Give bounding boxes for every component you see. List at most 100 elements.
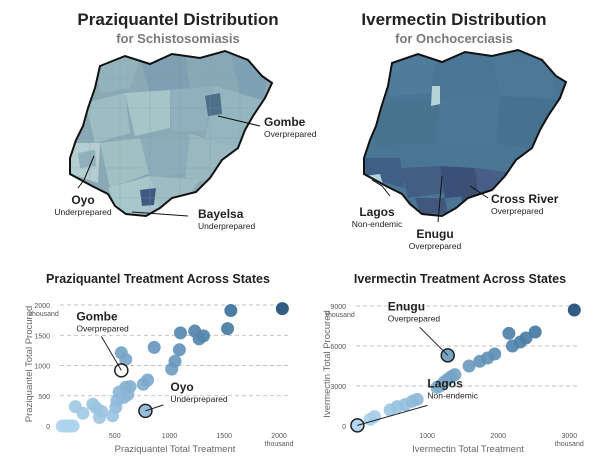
map-region bbox=[170, 86, 215, 132]
scatter-point bbox=[567, 303, 581, 317]
bayelsa-callout: Bayelsa Underprepared bbox=[198, 207, 256, 232]
oyo-callout: Oyo Underprepared bbox=[48, 194, 118, 218]
annotation-status: Non-endemic bbox=[427, 390, 478, 400]
scatter-point bbox=[66, 419, 80, 433]
y-tick-label: 1500 bbox=[34, 333, 50, 340]
scatter-point bbox=[350, 418, 364, 432]
scatter-point bbox=[519, 331, 533, 345]
scatter-point bbox=[502, 326, 516, 340]
map-region bbox=[400, 166, 445, 198]
y-tick-label: 0 bbox=[46, 424, 50, 431]
annotation-leader-line bbox=[145, 404, 164, 412]
annotation-leader-line bbox=[357, 404, 428, 426]
annotation-leader-line bbox=[100, 336, 122, 371]
scatter-point bbox=[123, 380, 137, 394]
y-tick-label: 2000 bbox=[34, 303, 50, 310]
map-region bbox=[185, 134, 240, 183]
scatter-point bbox=[488, 347, 502, 361]
scatter-point bbox=[173, 326, 187, 340]
cross-river-region bbox=[460, 172, 478, 202]
annotation-leader-line bbox=[419, 326, 449, 356]
annotation-name: Oyo bbox=[170, 380, 193, 394]
scatter-point bbox=[147, 340, 161, 354]
scatter-point bbox=[448, 368, 462, 382]
y-axis-title: Ivermectin Total Procured bbox=[322, 310, 333, 418]
scatter-point bbox=[367, 410, 381, 424]
oyo-leader-line bbox=[77, 155, 95, 189]
annotation-name: Gombe bbox=[76, 309, 118, 323]
y-tick-label: 0 bbox=[342, 424, 346, 431]
praz-chart-title: Praziquantel Treatment Across States bbox=[46, 272, 270, 286]
callout-name: Lagos bbox=[359, 205, 395, 219]
x-tick-label: 1000 bbox=[162, 433, 178, 440]
annotation-marker bbox=[350, 418, 365, 433]
map-region bbox=[364, 158, 404, 188]
cross-river-callout: Cross River Overprepared bbox=[491, 192, 559, 217]
map-region bbox=[490, 53, 555, 98]
callout-name: Bayelsa bbox=[198, 207, 244, 221]
callout-status: Non-endemic bbox=[351, 219, 403, 229]
x-tick-label: 2000 bbox=[271, 433, 287, 440]
x-tick-label: 1500 bbox=[216, 433, 232, 440]
scatter-point bbox=[141, 373, 155, 387]
scatter-point bbox=[119, 352, 133, 366]
callout-status: Overprepared bbox=[408, 241, 462, 251]
map-border bbox=[69, 49, 274, 218]
y-axis-title: Praziquantel Total Procured bbox=[24, 306, 35, 423]
annotation-name: Enugu bbox=[388, 299, 425, 313]
scatter-point bbox=[224, 303, 238, 317]
scatter-point bbox=[462, 359, 476, 373]
map-region bbox=[498, 96, 558, 148]
map-region bbox=[108, 176, 165, 216]
annotation-marker bbox=[114, 363, 129, 378]
annotation-name: Lagos bbox=[427, 376, 463, 390]
gombe-callout: Gombe Overprepared bbox=[264, 116, 317, 140]
y-tick-label: 3000 bbox=[330, 384, 346, 391]
map-region bbox=[440, 96, 500, 143]
callout-name: Cross River bbox=[491, 192, 559, 206]
map-region-light bbox=[431, 86, 440, 106]
x-tick-label: 2000 bbox=[490, 433, 506, 440]
scatter-point bbox=[196, 329, 210, 343]
gombe-region bbox=[205, 93, 222, 116]
scatter-point bbox=[410, 392, 424, 406]
map-region bbox=[95, 58, 140, 93]
lagos-callout: Lagos Non-endemic bbox=[344, 205, 410, 230]
map-border bbox=[363, 48, 568, 218]
cross-river-leader-line bbox=[469, 185, 489, 199]
annotation-marker bbox=[440, 348, 455, 363]
annotation-marker bbox=[138, 403, 153, 419]
bayelsa-leader-line bbox=[131, 211, 189, 217]
praz-nigeria-map bbox=[69, 49, 274, 218]
y-tick-label: 500 bbox=[38, 394, 50, 401]
callout-status: Overprepared bbox=[264, 129, 317, 139]
iver-chart-title: Ivermectin Treatment Across States bbox=[353, 272, 567, 286]
x-unit-label: thousand bbox=[555, 441, 584, 448]
y-tick-label: 1000 bbox=[34, 364, 50, 371]
scatter-point bbox=[168, 354, 182, 368]
iver-map-subtitle: for Onchocerciasis bbox=[395, 31, 513, 46]
map-region bbox=[125, 90, 170, 136]
x-tick-label: 500 bbox=[109, 433, 121, 440]
scatter-point bbox=[172, 343, 186, 357]
map-region bbox=[185, 51, 240, 88]
bayelsa-region bbox=[140, 188, 156, 206]
callout-status: Underprepared bbox=[198, 221, 256, 231]
y-unit-label: thousand bbox=[30, 311, 59, 318]
x-tick-label: 3000 bbox=[562, 433, 578, 440]
iver-nigeria-map bbox=[363, 48, 568, 223]
praz-map-subtitle: for Schistosomiasis bbox=[116, 31, 240, 46]
scatter-point bbox=[528, 325, 542, 339]
y-tick-label: 6000 bbox=[330, 344, 346, 351]
scatter-point bbox=[221, 322, 235, 336]
praz-map-title: Praziquantel Distribution bbox=[77, 10, 279, 29]
map-region bbox=[100, 138, 150, 188]
annotation-status: Underprepared bbox=[170, 394, 227, 404]
x-tick-label: 1000 bbox=[419, 433, 435, 440]
y-unit-label: thousand bbox=[326, 312, 355, 319]
annotation-status: Overprepared bbox=[76, 323, 129, 333]
annotation-status: Overprepared bbox=[388, 313, 441, 323]
lagos-leader-line bbox=[371, 179, 391, 197]
